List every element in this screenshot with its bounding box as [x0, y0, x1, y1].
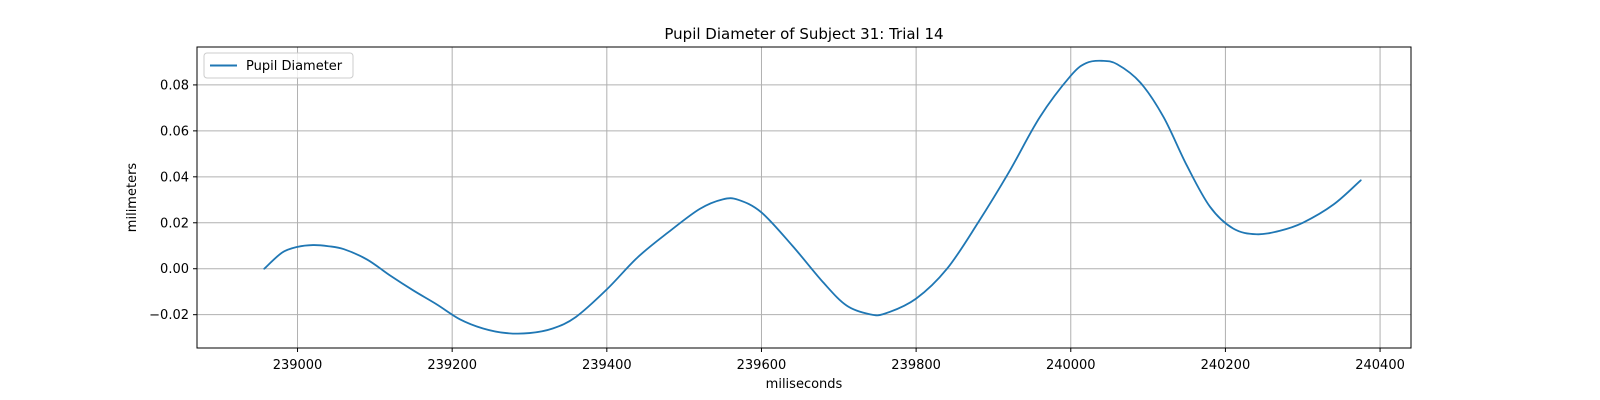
chart-title: Pupil Diameter of Subject 31: Trial 14	[664, 25, 943, 43]
series-line-pupil-diameter	[263, 59, 1362, 335]
legend-box	[203, 52, 354, 79]
x-axis-label: miliseconds	[766, 377, 843, 392]
y-axis-label: milimeters	[125, 163, 140, 233]
y-tick-label: 0.02	[160, 216, 189, 231]
x-tick-label: 239600	[737, 358, 787, 373]
legend: Pupil Diameter	[203, 52, 354, 79]
y-tick-label: −0.02	[149, 308, 189, 323]
y-tick-label: 0.04	[160, 170, 189, 185]
x-tick-label: 240200	[1201, 358, 1251, 373]
x-tick-label: 240000	[1046, 358, 1096, 373]
y-tick-label: 0.00	[160, 262, 189, 277]
x-tick-label: 239000	[273, 358, 323, 373]
x-tick-label: 239200	[427, 358, 477, 373]
legend-label-pupil-diameter: Pupil Diameter	[246, 59, 343, 74]
x-tick-label: 240400	[1355, 358, 1405, 373]
line-layer	[263, 59, 1362, 335]
tick-layer: 239000 239200 239400 239600 239800 240000 2402…	[149, 78, 1405, 373]
y-tick-label: 0.08	[160, 78, 189, 93]
plot-frame	[196, 46, 1412, 349]
x-tick-label: 239800	[891, 358, 941, 373]
y-tick-label: 0.06	[160, 124, 189, 139]
x-tick-label: 239400	[582, 358, 632, 373]
grid-layer	[197, 47, 1411, 348]
